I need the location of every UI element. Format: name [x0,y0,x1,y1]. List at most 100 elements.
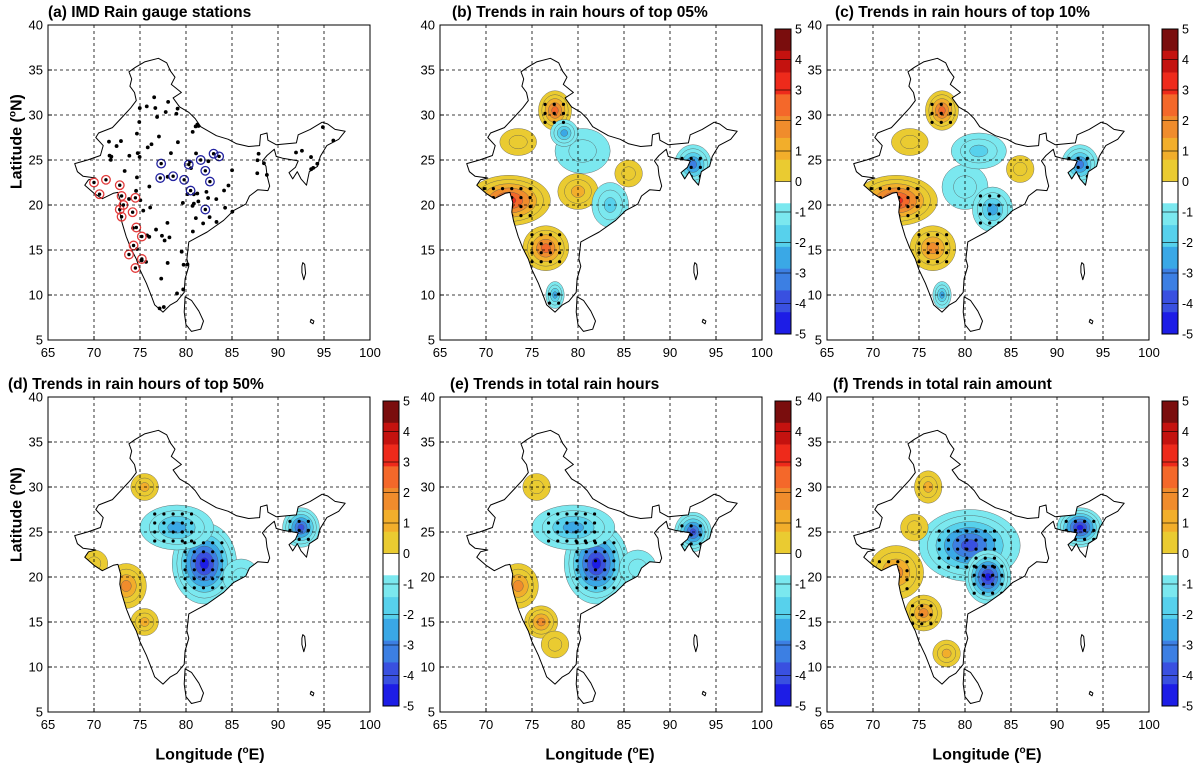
sig-dot-f [992,538,997,542]
trend-shading-e [466,430,738,685]
station-dot [153,106,158,110]
x-tick-label: 100 [359,717,381,732]
sig-dot-f [1083,528,1087,532]
nicobar-island-d [309,690,315,697]
central-india-station-marker [179,174,190,185]
sig-dot-b [548,260,553,264]
colorbar-label: 3 [795,456,802,470]
sig-dot-b [491,205,495,209]
india-coastline-b [466,57,738,313]
colorbar-swatch [775,72,791,95]
sig-dot-b [491,214,495,218]
sig-dot-e [593,550,598,554]
station-dot [161,305,166,309]
station-dot [193,124,198,129]
y-tick-label: 15 [421,243,435,258]
station-dot [157,306,162,311]
y-tick-label: 15 [808,243,822,258]
sig-dot-b [519,196,523,200]
sig-dot-c [988,194,992,198]
station-dot [119,194,124,198]
colorbar-swatch [775,466,791,489]
sig-dot-e [556,539,560,543]
sig-dot-f [937,529,941,533]
x-tick-label: 65 [433,345,447,360]
sig-dot-e [575,550,579,554]
colorbar-swatch [1162,246,1178,269]
central-india-station-marker [208,148,219,159]
nicobar-island-a [309,318,315,325]
colorbar-swatch [1162,181,1178,204]
station-dot [119,139,123,143]
y-tick-label: 25 [421,525,435,540]
contour-f-2-1 [875,552,917,594]
colorbar-swatch [1162,225,1178,248]
sig-dot-c [1076,156,1080,160]
sig-dot-d [211,559,215,563]
sig-dot-f [983,556,987,560]
sig-dot-f [1064,519,1068,523]
sig-dot-c [926,242,930,246]
contour-c-8-1 [900,134,920,149]
sig-dot-d [201,577,206,581]
station-dot [165,261,170,265]
colorbar-c: 5 4 3 2 1 0 -1 -2 -3 -4 -5 [1161,23,1193,342]
sig-dot-b [528,187,532,191]
station-dot [196,124,201,128]
station-dot [130,210,135,214]
colorbar-swatch [775,225,791,248]
y-tick-label: 20 [29,198,43,213]
sig-dot-d [288,519,292,523]
station-dot [214,197,219,202]
sig-dot-f [910,613,915,617]
contour-e-0-6 [591,557,602,570]
sig-dot-e [592,539,597,543]
colorbar-swatch [383,466,399,489]
x-tick-label: 75 [912,345,926,360]
sri-lanka-coastline-e [575,668,596,704]
sig-dot-f [956,565,960,569]
colorbar-swatch [775,246,791,269]
x-tick-label: 85 [225,345,239,360]
colorbar-label: -5 [795,700,806,714]
colorbar-label: 2 [795,486,802,500]
sig-dot-b [482,187,486,191]
sig-dot-e [592,521,597,525]
station-dot [190,229,195,234]
sig-dot-c [930,111,934,115]
x-tick-label: 100 [751,345,773,360]
sig-dot-f [1092,519,1096,523]
sig-dot-e [574,530,578,534]
station-dot [255,158,260,163]
panel-title-f: (f) Trends in total rain amount [833,376,1052,393]
colorbar-swatch [1162,50,1178,73]
sig-dot-e [546,512,551,516]
colorbar-label: 5 [403,395,410,409]
colorbar-label: 1 [795,145,802,159]
colorbar-label: -5 [1182,700,1193,714]
contour-b-0-3 [488,187,530,214]
station-dot [175,291,179,296]
sig-dot-f [974,556,978,560]
x-axis-label-left: Longitude (oE) [130,745,290,764]
sig-dot-e [584,550,588,554]
x-tick-label: 70 [87,717,101,732]
sig-dot-c [915,205,919,209]
sig-dot-b [548,233,553,237]
colorbar-swatch [1162,531,1178,554]
station-dot [159,161,163,166]
sig-dot-c [997,194,1001,198]
colorbar-swatch [775,203,791,226]
x-tick-label: 65 [41,345,55,360]
sig-dot-c [887,187,892,191]
colorbar-label: -4 [795,669,806,683]
colorbar-f: 5 4 3 2 1 0 -1 -2 -3 -4 -5 [1161,395,1193,714]
colorbar-label: 2 [403,486,410,500]
colorbar-swatch [1162,662,1178,685]
sig-dot-e [612,559,616,563]
sig-dot-e [698,533,702,537]
sig-dot-d [153,530,157,534]
central-india-station-marker [156,158,167,169]
sig-dot-e [546,521,551,525]
axes-frame-e [439,396,763,713]
